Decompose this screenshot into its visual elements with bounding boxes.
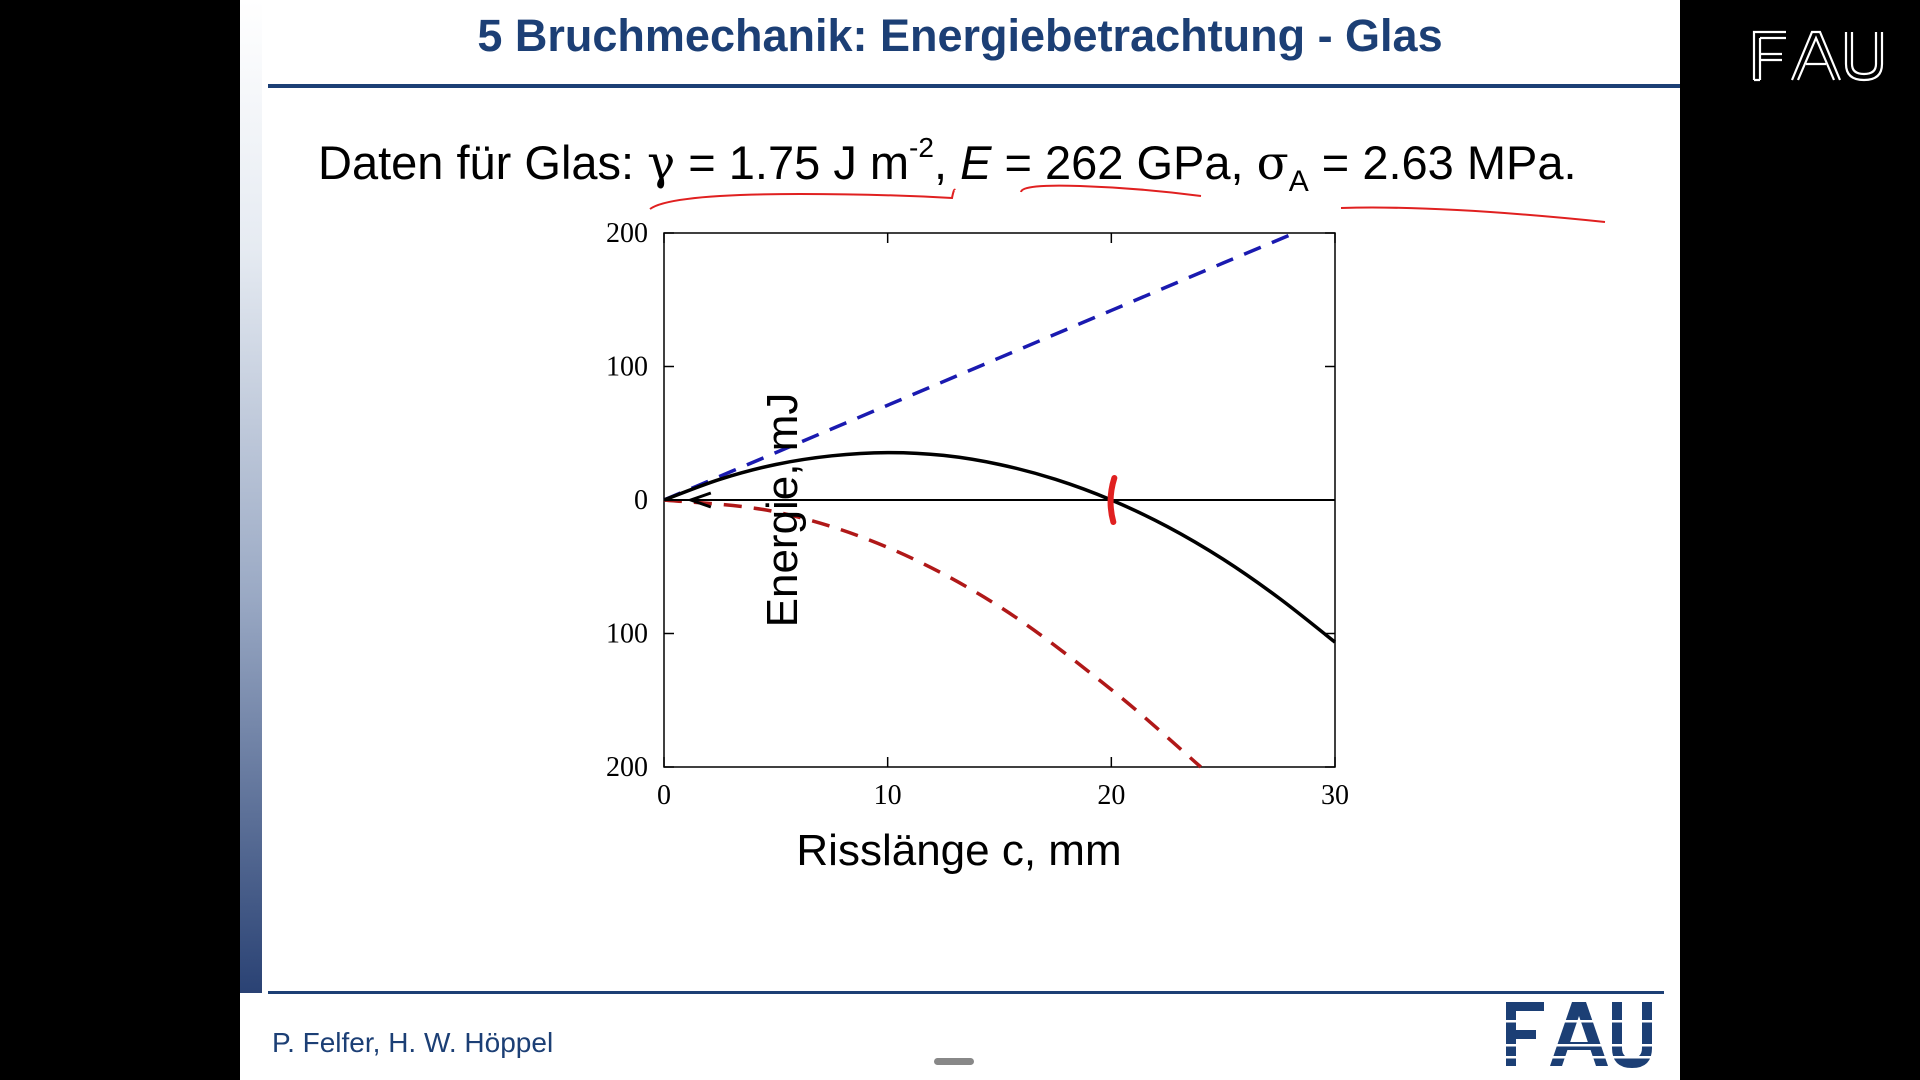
plot-labels: 0 10 20 30 200 100 0 100 200 bbox=[606, 218, 1349, 811]
gamma-value: = 1.75 J m bbox=[675, 136, 910, 189]
x-tick-label: 30 bbox=[1321, 780, 1349, 811]
slide-side-gradient bbox=[240, 0, 262, 993]
sigma-subscript: A bbox=[1288, 165, 1309, 198]
x-tick-label: 0 bbox=[657, 780, 671, 811]
data-separator: , bbox=[933, 136, 961, 189]
y-tick-label: 200 bbox=[606, 218, 648, 249]
fau-logo-footer bbox=[1506, 1002, 1656, 1068]
handwritten-underlines bbox=[649, 184, 1606, 223]
plot-annotations bbox=[686, 475, 1118, 525]
underline-gamma bbox=[649, 188, 956, 210]
slide: 5 Bruchmechanik: Energiebetrachtung - Gl… bbox=[240, 0, 1680, 1080]
y-tick-label: 200 bbox=[606, 752, 648, 783]
footer-divider bbox=[268, 991, 1664, 994]
y-axis-label: Energie, mJ bbox=[758, 393, 807, 628]
y-tick-label: 100 bbox=[606, 352, 648, 383]
plot-series bbox=[663, 231, 1337, 769]
sigma-value: = 2.63 MPa. bbox=[1308, 136, 1577, 189]
handwritten-mark bbox=[1107, 475, 1118, 525]
material-data-line: Daten für Glas: γ = 1.75 J m-2, E = 262 … bbox=[318, 132, 1577, 197]
arrow-marker bbox=[686, 491, 712, 509]
data-prefix: Daten für Glas: bbox=[318, 136, 648, 189]
e-symbol: E bbox=[960, 136, 992, 189]
elastic-energy-series bbox=[663, 498, 1202, 769]
x-tick-label: 20 bbox=[1097, 780, 1125, 811]
title-divider bbox=[268, 84, 1680, 88]
scroll-handle[interactable] bbox=[934, 1058, 974, 1065]
author-credit: P. Felfer, H. W. Höppel bbox=[272, 1027, 554, 1058]
gamma-symbol: γ bbox=[647, 136, 676, 191]
energy-chart: 0 10 20 30 200 100 0 100 200 Risslänge c, mm Ene… bbox=[606, 184, 1606, 875]
y-tick-label: 0 bbox=[634, 485, 648, 516]
underline-e bbox=[1020, 184, 1202, 197]
x-axis-label: Risslänge c, mm bbox=[796, 826, 1121, 875]
e-value: = 262 GPa, bbox=[991, 136, 1257, 189]
gamma-exponent: -2 bbox=[909, 132, 934, 163]
underline-sigma bbox=[1340, 206, 1606, 223]
y-tick-label: 100 bbox=[606, 619, 648, 650]
fau-logo-top bbox=[1752, 30, 1884, 82]
x-tick-label: 10 bbox=[874, 780, 902, 811]
surface-energy-series bbox=[663, 231, 1296, 502]
sigma-symbol: σ bbox=[1256, 136, 1289, 191]
slide-title: 5 Bruchmechanik: Energiebetrachtung - Gl… bbox=[477, 10, 1443, 61]
total-energy-series bbox=[663, 450, 1337, 644]
